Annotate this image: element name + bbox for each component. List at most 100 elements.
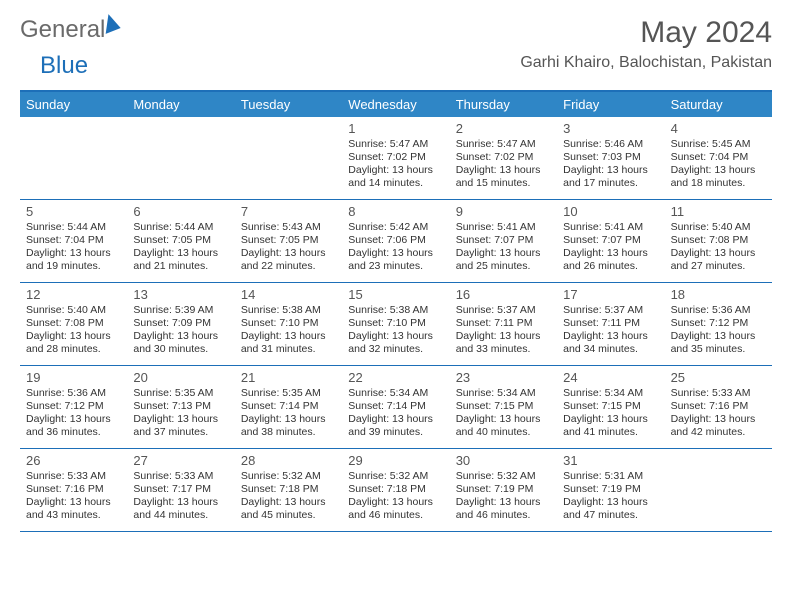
day-number: 15 [348,287,443,302]
day-detail: Sunrise: 5:35 AMSunset: 7:13 PMDaylight:… [133,387,228,440]
calendar-cell: 3Sunrise: 5:46 AMSunset: 7:03 PMDaylight… [557,117,664,199]
calendar-cell: 20 Sunrise: 5:35 AMSunset: 7:13 PMDayligh… [127,366,234,448]
page-title: May 2024 [520,16,772,50]
day-number: 3 [563,121,658,136]
calendar-cell: 25 Sunrise: 5:33 AMSunset: 7:16 PMDayligh… [665,366,772,448]
day-detail: Sunrise: 5:47 AMSunset: 7:02 PMDaylight:… [348,138,443,191]
day-header-cell: Thursday [450,92,557,117]
day-number: 27 [133,453,228,468]
calendar-cell: 14 Sunrise: 5:38 AMSunset: 7:10 PMDayligh… [235,283,342,365]
day-number: 14 [241,287,336,302]
day-number: 19 [26,370,121,385]
calendar-cell: 27Sunrise: 5:33 AMSunset: 7:17 PMDayligh… [127,449,234,531]
day-detail: Sunrise: 5:32 AMSunset: 7:18 PMDaylight:… [348,470,443,523]
day-detail: Sunrise: 5:41 AMSunset: 7:07 PMDaylight:… [456,221,551,274]
day-number: 2 [456,121,551,136]
calendar-cell: 28 Sunrise: 5:32 AMSunset: 7:18 PMDayligh… [235,449,342,531]
day-detail: Sunrise: 5:34 AMSunset: 7:15 PMDaylight:… [456,387,551,440]
calendar-cell: 17Sunrise: 5:37 AMSunset: 7:11 PMDayligh… [557,283,664,365]
calendar-cell: 13Sunrise: 5:39 AMSunset: 7:09 PMDayligh… [127,283,234,365]
day-header-cell: Monday [127,92,234,117]
day-number: 6 [133,204,228,219]
day-detail: Sunrise: 5:44 AMSunset: 7:05 PMDaylight:… [133,221,228,274]
day-number: 23 [456,370,551,385]
day-number: 13 [133,287,228,302]
day-number: 4 [671,121,766,136]
calendar-cell: 8 Sunrise: 5:42 AMSunset: 7:06 PMDaylight… [342,200,449,282]
day-detail: Sunrise: 5:40 AMSunset: 7:08 PMDaylight:… [671,221,766,274]
calendar-cell [665,449,772,531]
day-number: 5 [26,204,121,219]
day-detail: Sunrise: 5:36 AMSunset: 7:12 PMDaylight:… [671,304,766,357]
day-number: 28 [241,453,336,468]
calendar-cell: 23 Sunrise: 5:34 AMSunset: 7:15 PMDayligh… [450,366,557,448]
calendar-cell [235,117,342,199]
calendar-week-row: 26 Sunrise: 5:33 AMSunset: 7:16 PMDayligh… [20,449,772,532]
day-detail: Sunrise: 5:44 AMSunset: 7:04 PMDaylight:… [26,221,121,274]
calendar-cell: 22 Sunrise: 5:34 AMSunset: 7:14 PMDayligh… [342,366,449,448]
day-detail: Sunrise: 5:37 AMSunset: 7:11 PMDaylight:… [456,304,551,357]
day-detail: Sunrise: 5:34 AMSunset: 7:14 PMDaylight:… [348,387,443,440]
day-detail: Sunrise: 5:38 AMSunset: 7:10 PMDaylight:… [241,304,336,357]
day-number: 16 [456,287,551,302]
calendar-header-row: SundayMondayTuesdayWednesdayThursdayFrid… [20,92,772,117]
day-number: 1 [348,121,443,136]
calendar-cell: 9Sunrise: 5:41 AMSunset: 7:07 PMDaylight… [450,200,557,282]
day-number: 18 [671,287,766,302]
day-detail: Sunrise: 5:36 AMSunset: 7:12 PMDaylight:… [26,387,121,440]
calendar-cell: 2Sunrise: 5:47 AMSunset: 7:02 PMDaylight… [450,117,557,199]
calendar-cell: 10 Sunrise: 5:41 AMSunset: 7:07 PMDayligh… [557,200,664,282]
calendar-week-row: 19 Sunrise: 5:36 AMSunset: 7:12 PMDayligh… [20,366,772,449]
day-detail: Sunrise: 5:32 AMSunset: 7:19 PMDaylight:… [456,470,551,523]
day-number: 11 [671,204,766,219]
day-number: 12 [26,287,121,302]
calendar-cell: 6 Sunrise: 5:44 AMSunset: 7:05 PMDaylight… [127,200,234,282]
day-detail: Sunrise: 5:45 AMSunset: 7:04 PMDaylight:… [671,138,766,191]
day-detail: Sunrise: 5:33 AMSunset: 7:16 PMDaylight:… [26,470,121,523]
calendar-cell: 18 Sunrise: 5:36 AMSunset: 7:12 PMDayligh… [665,283,772,365]
day-detail: Sunrise: 5:40 AMSunset: 7:08 PMDaylight:… [26,304,121,357]
day-number: 21 [241,370,336,385]
day-detail: Sunrise: 5:38 AMSunset: 7:10 PMDaylight:… [348,304,443,357]
calendar-cell: 15 Sunrise: 5:38 AMSunset: 7:10 PMDayligh… [342,283,449,365]
calendar-cell: 7Sunrise: 5:43 AMSunset: 7:05 PMDaylight… [235,200,342,282]
calendar-cell: 16 Sunrise: 5:37 AMSunset: 7:11 PMDayligh… [450,283,557,365]
calendar-cell: 19 Sunrise: 5:36 AMSunset: 7:12 PMDayligh… [20,366,127,448]
calendar-cell: 30 Sunrise: 5:32 AMSunset: 7:19 PMDayligh… [450,449,557,531]
day-header-cell: Wednesday [342,92,449,117]
day-number: 24 [563,370,658,385]
calendar-cell [20,117,127,199]
calendar-cell: 26 Sunrise: 5:33 AMSunset: 7:16 PMDayligh… [20,449,127,531]
calendar-cell: 21Sunrise: 5:35 AMSunset: 7:14 PMDayligh… [235,366,342,448]
day-number: 30 [456,453,551,468]
day-number: 22 [348,370,443,385]
day-header-cell: Sunday [20,92,127,117]
day-number: 26 [26,453,121,468]
calendar-cell: 1 Sunrise: 5:47 AMSunset: 7:02 PMDaylight… [342,117,449,199]
calendar-cell: 4 Sunrise: 5:45 AMSunset: 7:04 PMDaylight… [665,117,772,199]
day-number: 8 [348,204,443,219]
day-detail: Sunrise: 5:31 AMSunset: 7:19 PMDaylight:… [563,470,658,523]
day-detail: Sunrise: 5:41 AMSunset: 7:07 PMDaylight:… [563,221,658,274]
day-detail: Sunrise: 5:42 AMSunset: 7:06 PMDaylight:… [348,221,443,274]
calendar-cell [127,117,234,199]
calendar-cell: 29 Sunrise: 5:32 AMSunset: 7:18 PMDayligh… [342,449,449,531]
calendar-body: 1 Sunrise: 5:47 AMSunset: 7:02 PMDaylight… [20,117,772,532]
day-detail: Sunrise: 5:34 AMSunset: 7:15 PMDaylight:… [563,387,658,440]
day-header-cell: Saturday [665,92,772,117]
day-number: 20 [133,370,228,385]
logo: General [20,16,121,44]
title-block: May 2024 Garhi Khairo, Balochistan, Paki… [520,16,772,72]
day-number: 17 [563,287,658,302]
day-header-cell: Friday [557,92,664,117]
logo-sail-icon [106,14,123,36]
logo-text-2: Blue [20,52,88,79]
day-detail: Sunrise: 5:32 AMSunset: 7:18 PMDaylight:… [241,470,336,523]
day-number: 29 [348,453,443,468]
day-detail: Sunrise: 5:33 AMSunset: 7:16 PMDaylight:… [671,387,766,440]
day-number: 10 [563,204,658,219]
calendar-week-row: 1 Sunrise: 5:47 AMSunset: 7:02 PMDaylight… [20,117,772,200]
calendar: SundayMondayTuesdayWednesdayThursdayFrid… [20,90,772,532]
logo-text-1: General [20,16,105,44]
day-number: 25 [671,370,766,385]
